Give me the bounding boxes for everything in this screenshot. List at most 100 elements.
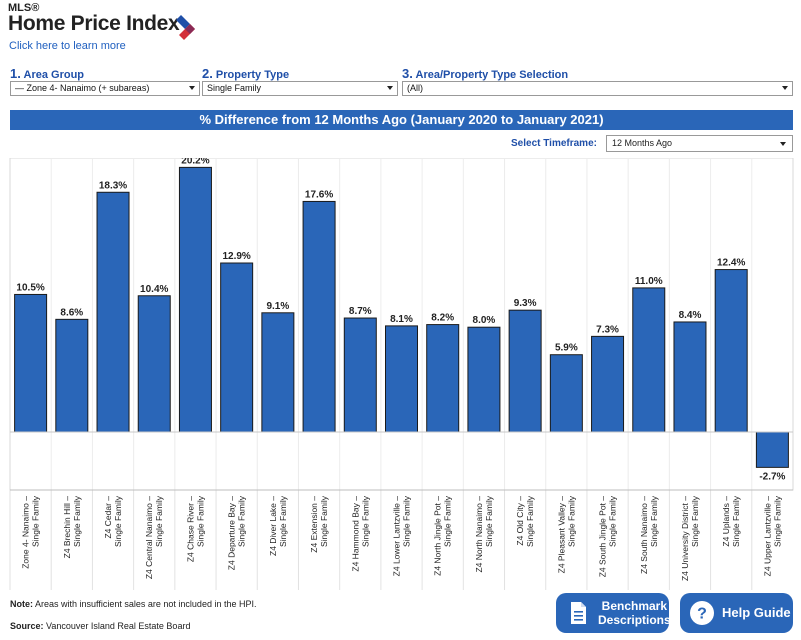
learn-more-link[interactable]: Click here to learn more [9, 40, 126, 52]
bar[interactable] [549, 354, 583, 433]
data-label: 8.6% [60, 307, 83, 318]
data-label: 8.1% [390, 314, 413, 325]
svg-text:Z4 North Jingle Pot –Single Fa: Z4 North Jingle Pot –Single Family [433, 495, 453, 576]
area-property-selection-label: 3. Area/Property Type Selection [402, 66, 569, 81]
property-type-value: Single Family [207, 83, 262, 93]
data-label: 10.4% [140, 284, 168, 295]
category-label: Z4 University District –Single Family [680, 495, 700, 581]
svg-text:?: ? [697, 606, 707, 623]
category-label: Z4 Old City –Single Family [515, 495, 535, 547]
bar[interactable] [261, 312, 295, 433]
property-type-label: 2. Property Type [202, 66, 290, 81]
data-label: 9.3% [514, 298, 537, 309]
svg-text:Z4 Departure Bay –Single Famil: Z4 Departure Bay –Single Family [227, 495, 247, 570]
mls-label: MLS® [8, 2, 40, 14]
benchmark-button-label: Benchmark Descriptions [598, 599, 671, 627]
data-label: 9.1% [266, 301, 289, 312]
chart-title-banner: % Difference from 12 Months Ago (January… [10, 110, 793, 130]
data-label: 18.3% [99, 180, 127, 191]
svg-text:Z4 Chase River –Single Family: Z4 Chase River –Single Family [185, 495, 205, 562]
data-label: 17.6% [305, 189, 333, 200]
svg-text:Z4 Hammond Bay –Single Family: Z4 Hammond Bay –Single Family [350, 495, 370, 571]
category-label: Z4 South Nanaimo –Single Family [639, 495, 659, 574]
category-label: Z4 Uplands –Single Family [721, 495, 741, 547]
timeframe-label: Select Timeframe: [511, 138, 597, 149]
svg-text:Z4 Pleasant Valley –Single Fam: Z4 Pleasant Valley –Single Family [556, 495, 576, 573]
timeframe-value: 12 Months Ago [612, 138, 673, 148]
svg-text:Z4 South Jingle Pot –Single Fa: Z4 South Jingle Pot –Single Family [598, 495, 618, 577]
data-label: 8.2% [431, 313, 454, 324]
category-label: Z4 Cedar –Single Family [103, 495, 123, 547]
area-property-selection-dropdown[interactable]: (All) [402, 81, 793, 96]
category-label: Z4 Hammond Bay –Single Family [350, 495, 370, 571]
mls-hpi-logo: MLS® Home Price Index [8, 2, 195, 40]
area-group-dropdown[interactable]: — Zone 4- Nanaimo (+ subareas) [10, 81, 200, 96]
svg-text:Z4 University District –Single: Z4 University District –Single Family [680, 495, 700, 581]
bar[interactable] [591, 335, 625, 433]
area-group-selector: 1. Area Group — Zone 4- Nanaimo (+ subar… [10, 66, 200, 96]
area-group-label: 1. Area Group [10, 66, 85, 81]
property-type-dropdown[interactable]: Single Family [202, 81, 398, 96]
bar[interactable] [673, 321, 707, 433]
bar[interactable] [137, 295, 171, 433]
bar[interactable] [385, 325, 418, 433]
svg-text:Z4 Cedar –Single Family: Z4 Cedar –Single Family [103, 495, 123, 547]
chevron-down-icon [387, 86, 393, 90]
benchmark-descriptions-button[interactable]: Benchmark Descriptions [556, 593, 671, 633]
category-label: Z4 North Nanaimo –Single Family [474, 495, 494, 572]
category-label: Z4 Departure Bay –Single Family [227, 495, 247, 570]
svg-text:Z4 South Nanaimo –Single Famil: Z4 South Nanaimo –Single Family [639, 495, 659, 574]
help-button-label: Help Guide [722, 605, 791, 620]
hpi-bar-chart: 10.5% Zone 4- Nanaimo –Single Family 8.6% Z… [9, 158, 794, 590]
bar[interactable] [755, 431, 789, 468]
svg-text:Z4 Uplands –Single Family: Z4 Uplands –Single Family [721, 495, 741, 547]
bar[interactable] [426, 324, 460, 433]
document-icon [571, 602, 586, 624]
area-property-selection-value: (All) [407, 83, 423, 93]
timeframe-dropdown[interactable]: 12 Months Ago [606, 135, 793, 152]
svg-text:Zone 4- Nanaimo –Single Family: Zone 4- Nanaimo –Single Family [21, 495, 41, 569]
category-label: Z4 Upper Lantzville –Single Family [762, 495, 782, 576]
footer-note: Note: Areas with insufficient sales are … [10, 599, 257, 609]
data-label: -2.7% [759, 471, 785, 482]
bar[interactable] [220, 262, 254, 433]
bar[interactable] [178, 166, 212, 433]
category-label: Z4 Extension –Single Family [309, 495, 329, 552]
category-label: Z4 Brechin Hill –Single Family [62, 495, 82, 558]
data-label: 20.2% [181, 158, 209, 166]
bar[interactable] [343, 317, 377, 433]
question-icon: ? [690, 601, 714, 625]
category-label: Z4 Central Nanaimo –Single Family [144, 495, 164, 579]
bar[interactable] [508, 309, 542, 433]
footer-source: Source: Vancouver Island Real Estate Boa… [10, 621, 191, 631]
data-label: 12.4% [717, 258, 745, 269]
bar[interactable] [55, 318, 89, 433]
svg-text:Z4 Brechin Hill –Single Family: Z4 Brechin Hill –Single Family [62, 495, 82, 558]
category-label: Z4 Lower Lantzville –Single Family [392, 495, 412, 576]
bar[interactable] [14, 293, 48, 433]
svg-text:Z4 Upper Lantzville –Single Fa: Z4 Upper Lantzville –Single Family [762, 495, 782, 576]
help-guide-button[interactable]: ? Help Guide [680, 593, 793, 633]
svg-text:Z4 Extension –Single Family: Z4 Extension –Single Family [309, 495, 329, 552]
data-label: 7.3% [596, 324, 619, 335]
category-label: Z4 North Jingle Pot –Single Family [433, 495, 453, 576]
category-label: Z4 South Jingle Pot –Single Family [598, 495, 618, 577]
svg-text:Z4 Diver Lake –Single Family: Z4 Diver Lake –Single Family [268, 495, 288, 556]
data-label: 12.9% [222, 251, 250, 262]
area-group-value: — Zone 4- Nanaimo (+ subareas) [15, 83, 150, 93]
svg-text:Z4 North Nanaimo –Single Famil: Z4 North Nanaimo –Single Family [474, 495, 494, 572]
chevron-down-icon [780, 142, 786, 146]
bar[interactable] [302, 200, 336, 433]
data-label: 8.7% [349, 306, 372, 317]
property-type-selector: 2. Property Type Single Family [202, 66, 398, 96]
data-label: 8.0% [473, 315, 496, 326]
data-label: 5.9% [555, 343, 578, 354]
category-label: Z4 Diver Lake –Single Family [268, 495, 288, 556]
bar[interactable] [714, 269, 748, 433]
bar[interactable] [96, 191, 130, 433]
bar[interactable] [467, 326, 501, 433]
svg-text:Z4 Old City –Single Family: Z4 Old City –Single Family [515, 495, 535, 547]
bar[interactable] [632, 287, 666, 433]
data-label: 11.0% [635, 276, 663, 287]
area-property-selection-selector: 3. Area/Property Type Selection (All) [402, 66, 793, 96]
